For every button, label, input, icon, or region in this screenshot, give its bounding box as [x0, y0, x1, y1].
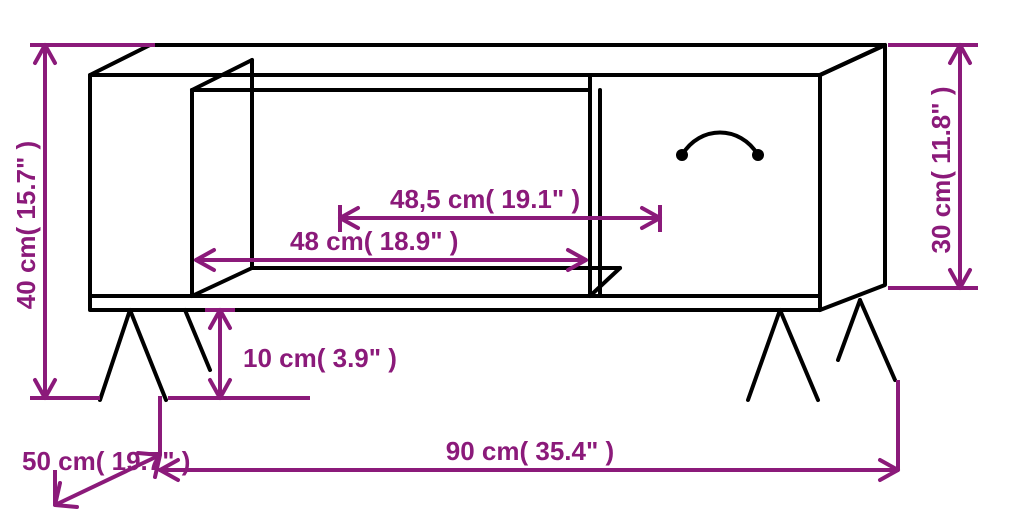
label-height-total: 40 cm( 15.7" )	[11, 141, 41, 309]
label-door-height: 30 cm( 11.8" )	[926, 87, 956, 254]
dim-width-total: 90 cm( 35.4" )	[160, 380, 898, 480]
dimension-drawing: 40 cm( 15.7" ) 50 cm( 19.7" ) 10 cm( 3.9…	[0, 0, 1020, 530]
furniture	[90, 45, 895, 400]
label-inner-width: 48 cm( 18.9" )	[290, 226, 458, 256]
dim-inner-width: 48 cm( 18.9" )	[196, 226, 586, 270]
dim-inner-depth: 48,5 cm( 19.1" )	[340, 184, 660, 232]
label-inner-depth: 48,5 cm( 19.1" )	[390, 184, 580, 214]
dim-height-total: 40 cm( 15.7" )	[11, 45, 155, 398]
label-leg-height: 10 cm( 3.9" )	[243, 343, 397, 373]
dim-door-height: 30 cm( 11.8" )	[888, 45, 978, 288]
label-width-total: 90 cm( 35.4" )	[446, 436, 614, 466]
dimensions-group: 40 cm( 15.7" ) 50 cm( 19.7" ) 10 cm( 3.9…	[11, 45, 978, 507]
dim-depth: 50 cm( 19.7" )	[22, 396, 190, 507]
